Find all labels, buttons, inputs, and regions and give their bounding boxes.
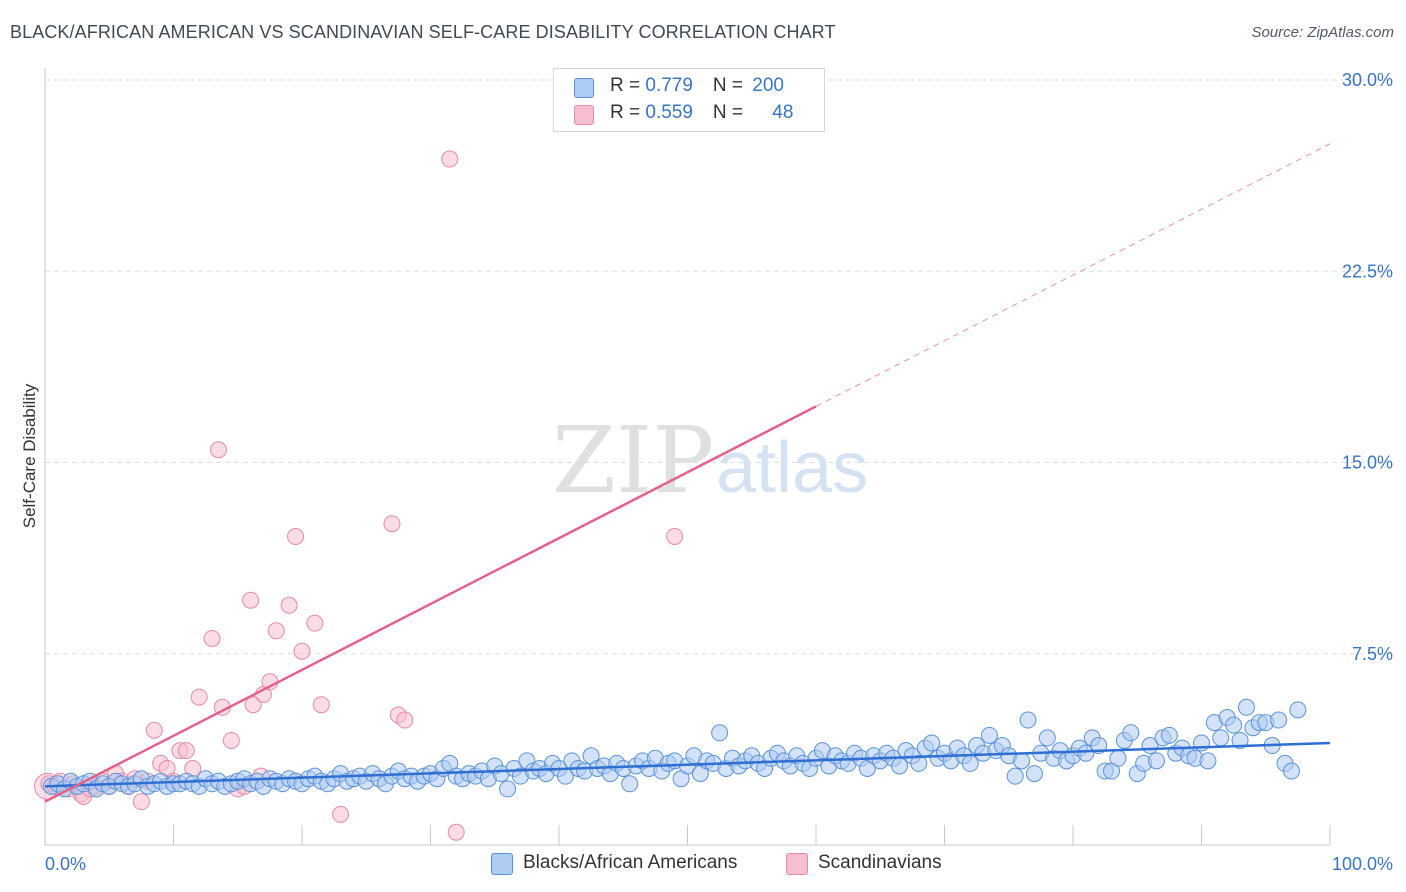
scandinavian-point [145,721,163,739]
blacks-trend-line [44,741,1331,788]
scandinavian-point [332,805,350,823]
blacks-point [1289,701,1307,719]
blacks-point [1282,762,1300,780]
scandinavian-point [441,150,459,168]
scandinavian-point [132,793,150,811]
scandinavian-point [244,696,262,714]
blacks-point [1109,749,1127,767]
legend-swatch-pink [574,105,594,125]
scandinavian-point [396,711,414,729]
scandinavian-point [209,441,227,459]
series-legend: Blacks/African Americans Scandinavians [0,850,1406,880]
scandinavian-point [203,629,221,647]
trend-lines [44,143,1331,803]
scandinavian-point [177,742,195,760]
blacks-point [499,780,517,798]
blacks-point [891,757,909,775]
blacks-point [1038,729,1056,747]
x-tick-label-min: 0.0% [45,854,86,874]
blacks-point [1006,767,1024,785]
scandinavian-point [666,527,684,545]
scandinavian-point [222,731,240,749]
y-tick-label: 15.0% [1342,453,1393,473]
x-tick-label-max: 100.0% [1332,854,1393,874]
blacks-point [1199,752,1217,770]
axes [44,68,1331,846]
watermark-zip: ZIP [552,407,714,514]
scandinavian-point [242,591,260,609]
y-tick-label: 7.5% [1352,644,1393,664]
legend-swatch-blue [574,78,594,98]
blacks-point [1231,731,1249,749]
blacks-point [1025,765,1043,783]
legend-r-value-blacks: 0.779 [645,75,693,96]
blacks-point [910,754,928,772]
legend-label-blacks: Blacks/African Americans [523,852,738,873]
scandinavian-point [287,527,305,545]
correlation-legend: R = 0.779 N = 200 R = 0.559 N = 48 [553,68,825,132]
blacks-point [1225,716,1243,734]
blacks-point [961,754,979,772]
legend-swatch-blue [491,853,513,875]
chart-title: BLACK/AFRICAN AMERICAN VS SCANDINAVIAN S… [10,22,836,42]
blacks-point [621,775,639,793]
blacks-point [1237,698,1255,716]
legend-r-label: R = [610,102,646,123]
blacks-point [1212,729,1230,747]
scandinavian-point [280,596,298,614]
blacks-point [1270,711,1288,729]
blacks-point [923,734,941,752]
blacks-point [1122,724,1140,742]
watermark: ZIP atlas [552,407,868,514]
y-tick-label: 22.5% [1342,261,1393,281]
source-credit: Source: ZipAtlas.com [1251,24,1394,41]
scandinavian-point [447,823,465,841]
grid-lines [45,79,1392,655]
legend-n-label: N = [712,75,749,96]
legend-label-scandinavians: Scandinavians [818,852,942,873]
blacks-point [1019,711,1037,729]
legend-n-value-scandinavians: 48 [772,102,794,123]
legend-swatch-pink [786,853,808,875]
legend-r-label: R = [610,75,646,96]
legend-n-value-blacks: 200 [752,75,784,96]
legend-r-value-scandinavians: 0.559 [645,102,693,123]
scandinavian-trend-line [44,405,817,803]
y-tick-label: 30.0% [1342,70,1393,90]
watermark-atlas: atlas [716,428,868,508]
scandinavian-point [306,614,324,632]
scandinavian-point [293,642,311,660]
scandinavian-trend-extension [815,143,1331,407]
blacks-point [1160,726,1178,744]
tick-labels: 7.5% 15.0% 22.5% 30.0% 0.0% 100.0% [45,70,1393,874]
blacks-point [1148,752,1166,770]
blacks-point [1013,752,1031,770]
blacks-point [980,726,998,744]
scandinavian-point [190,688,208,706]
scandinavian-point [383,515,401,533]
scandinavian-point [267,622,285,640]
blacks-point [1077,744,1095,762]
blacks-point [711,724,729,742]
legend-n-label: N = [712,102,749,123]
scandinavian-point [312,696,330,714]
y-axis-label: Self-Care Disability [20,383,39,528]
